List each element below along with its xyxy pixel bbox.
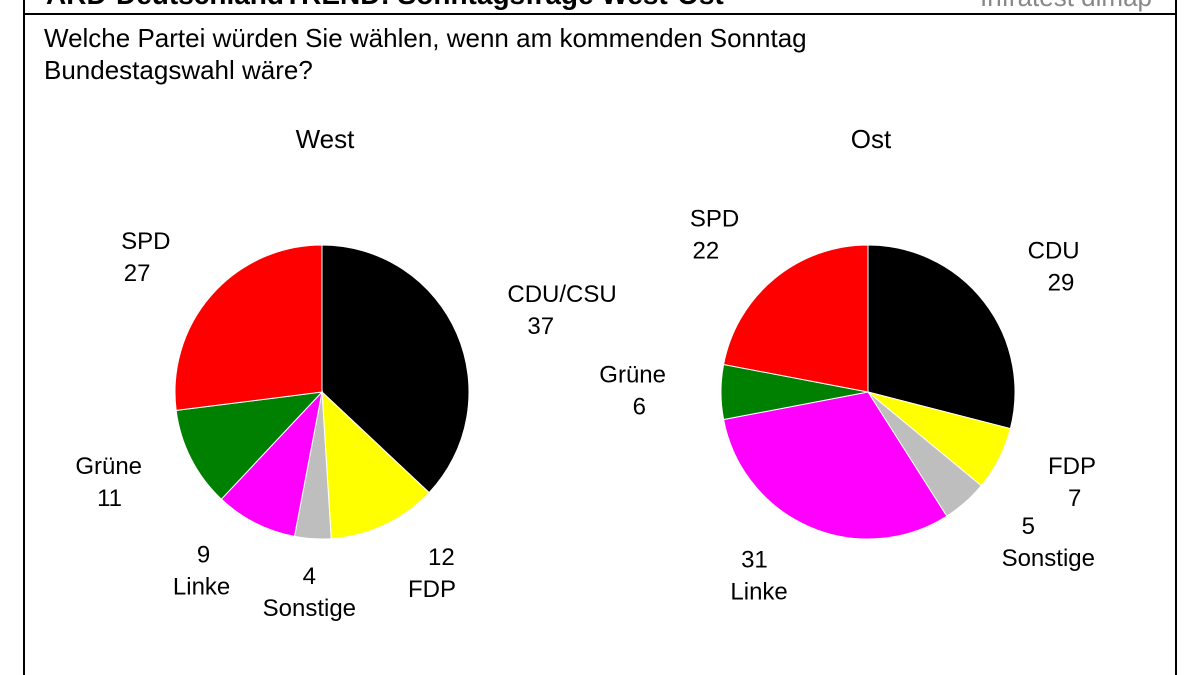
slice-label: Linke	[730, 579, 787, 606]
slice-label: Sonstige	[1002, 545, 1095, 572]
slice-label: SPD	[121, 228, 170, 255]
value-label: 7	[1068, 485, 1081, 512]
header-source: Infratest dimap	[980, 0, 1152, 12]
pie-slice	[175, 391, 324, 500]
header-title: ARD-DeutschlandTREND: Sonntagsfrage West…	[46, 0, 724, 10]
pie-slice	[867, 244, 1016, 430]
slice-label: Grüne	[599, 361, 666, 388]
value-label: 9	[197, 541, 210, 568]
value-label: 27	[124, 260, 151, 287]
value-label: 11	[97, 485, 122, 512]
pie-title: West	[296, 124, 356, 154]
pie-slice	[220, 390, 323, 537]
pie-slice	[321, 390, 430, 540]
pie-slice	[723, 244, 869, 393]
slice-label: Grüne	[75, 453, 142, 480]
question: Welche Partei würden Sie wählen, wenn am…	[44, 23, 807, 85]
pie-slice	[321, 244, 470, 494]
value-label: 31	[741, 547, 768, 574]
slice-label: CDU	[1028, 238, 1080, 265]
slice-label: SPD	[690, 206, 739, 233]
value-label: 22	[693, 238, 720, 265]
value-label: 12	[428, 544, 455, 571]
value-label: 37	[527, 313, 554, 340]
value-label: 4	[303, 563, 316, 590]
value-label: 29	[1048, 270, 1075, 297]
slice-label: Linke	[173, 573, 230, 600]
slice-label: FDP	[408, 576, 456, 603]
pie-slice	[723, 391, 948, 540]
question-box: Welche Partei würden Sie wählen, wenn am…	[44, 23, 807, 85]
pie-slice	[174, 244, 323, 411]
slice-label: FDP	[1048, 453, 1096, 480]
value-label: 5	[1022, 513, 1035, 540]
value-label: 6	[633, 393, 646, 420]
slice-label: Sonstige	[263, 595, 356, 622]
slice-label: CDU/CSU	[507, 281, 616, 308]
pie-title: Ost	[851, 124, 892, 154]
pies: West CDU/CSU 37 FDP 12 Sonstige 4 Linke 9 Grüne 11…	[75, 124, 1096, 622]
